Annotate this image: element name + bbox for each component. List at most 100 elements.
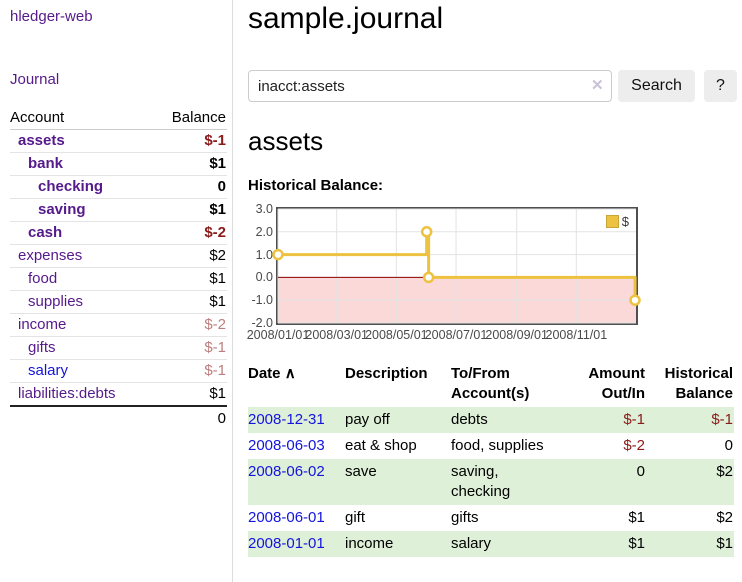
account-balance: $-1 — [152, 129, 227, 153]
accounts-total-value: 0 — [152, 405, 227, 430]
y-tick-label: -1.0 — [251, 293, 273, 308]
transaction-balance: $1 — [651, 531, 734, 557]
description-column-header: Description — [345, 365, 428, 382]
account-row: expenses $2 — [10, 244, 227, 268]
help-button[interactable]: ? — [704, 70, 737, 102]
transaction-balance: $2 — [651, 459, 734, 505]
chart-legend: $ — [603, 213, 631, 230]
transaction-date-link[interactable]: 2008-01-01 — [248, 535, 325, 552]
account-row: supplies $1 — [10, 290, 227, 314]
register-row: 2008-06-02 save saving, checking 0 $2 — [248, 459, 734, 505]
legend-label: $ — [621, 214, 629, 229]
transaction-amount: $1 — [563, 531, 651, 557]
transaction-accounts: food, supplies — [451, 437, 544, 454]
account-row: liabilities:debts $1 — [10, 382, 227, 407]
transaction-accounts: gifts — [451, 509, 479, 526]
transaction-amount: $1 — [628, 509, 645, 526]
account-balance: $1 — [152, 267, 227, 291]
account-row: income $-2 — [10, 313, 227, 337]
account-balance: $1 — [152, 198, 227, 222]
x-tick-label: 2008/07/01 — [424, 328, 488, 342]
transaction-balance: $2 — [716, 509, 733, 526]
account-link-checking[interactable]: checking — [38, 178, 104, 195]
transaction-balance: 0 — [724, 437, 733, 454]
transaction-accounts: salary — [451, 531, 563, 557]
account-balance: $-1 — [152, 359, 227, 383]
account-heading: assets — [248, 126, 324, 156]
account-balance: $1 — [152, 290, 227, 314]
transaction-amount: $-2 — [623, 437, 645, 454]
transaction-amount: $-1 — [563, 407, 651, 433]
page-title: sample.journal — [248, 2, 444, 35]
account-link-expenses[interactable]: expenses — [18, 247, 83, 264]
transaction-description: pay off — [345, 407, 451, 433]
account-link-salary[interactable]: salary — [28, 362, 69, 379]
y-tick-label: 0.0 — [255, 270, 273, 285]
register-row: 2008-12-31 pay off debts $-1 $-1 — [248, 407, 734, 433]
account-column-header: Account — [10, 106, 153, 130]
sort-ascending-icon: ∧ — [284, 365, 296, 382]
transaction-date-link[interactable]: 2008-06-03 — [248, 437, 325, 454]
transaction-date-link[interactable]: 2008-06-02 — [248, 463, 325, 480]
account-balance: $2 — [152, 244, 227, 268]
account-balance-table: Account Balance assets $-1 bank $1 check… — [10, 106, 227, 430]
accounts-column-header: To/From Account(s) — [451, 365, 530, 402]
register-row: 2008-06-01 gift gifts $1 $2 — [248, 505, 734, 531]
account-link-assets[interactable]: assets — [18, 132, 65, 149]
balance-column-header: Balance — [152, 106, 227, 130]
transaction-date-link[interactable]: 2008-12-31 — [248, 411, 325, 428]
transaction-accounts: saving, checking — [451, 459, 563, 505]
x-tick-label: 2008/11/01 — [545, 328, 608, 342]
legend-swatch — [605, 215, 619, 228]
x-tick-label: 2008/09/01 — [485, 328, 548, 342]
account-balance: 0 — [152, 175, 227, 199]
sidebar-item-journal[interactable]: Journal — [10, 71, 60, 88]
search-button[interactable]: Search — [618, 70, 695, 102]
transaction-description: eat & shop — [345, 437, 417, 454]
y-tick-label: 1.0 — [255, 247, 273, 262]
account-balance: $-2 — [152, 313, 227, 337]
transaction-description: save — [345, 459, 451, 505]
register-header-row: Date ∧ Description To/From Account(s) Am… — [248, 361, 734, 407]
account-link-liabilities-debts[interactable]: liabilities:debts — [18, 385, 116, 402]
date-header-label: Date — [248, 365, 281, 382]
transaction-date-link[interactable]: 2008-06-01 — [248, 509, 325, 526]
account-balance: $1 — [152, 152, 227, 176]
chart-plot-area: $ — [272, 207, 641, 325]
date-column-header[interactable]: Date ∧ — [248, 361, 345, 407]
register-row: 2008-06-03 eat & shop food, supplies $-2… — [248, 433, 734, 459]
account-link-saving[interactable]: saving — [38, 201, 86, 218]
account-balance: $-1 — [152, 336, 227, 360]
transaction-description: gift — [345, 509, 366, 526]
account-row: checking 0 — [10, 175, 227, 199]
transaction-balance: $-1 — [651, 407, 734, 433]
chart-y-axis: 3.0 2.0 1.0 0.0 -1.0 -2.0 — [248, 202, 273, 330]
account-row: cash $-2 — [10, 221, 227, 245]
account-link-income[interactable]: income — [18, 316, 67, 333]
account-link-supplies[interactable]: supplies — [28, 293, 84, 310]
x-tick-label: 2008/03/01 — [305, 328, 368, 342]
transaction-amount: 0 — [563, 459, 651, 505]
register-table: Date ∧ Description To/From Account(s) Am… — [248, 361, 734, 557]
amount-column-header: Amount Out/In — [588, 365, 645, 402]
y-tick-label: -2.0 — [251, 316, 273, 330]
account-row: bank $1 — [10, 152, 227, 176]
y-tick-label: 3.0 — [255, 202, 273, 216]
accounts-total-row: 0 — [10, 405, 227, 430]
search-input[interactable] — [248, 70, 612, 102]
clear-search-icon[interactable]: ✕ — [591, 77, 604, 94]
account-balance: $-2 — [152, 221, 227, 245]
account-link-food[interactable]: food — [28, 270, 58, 287]
account-link-cash[interactable]: cash — [28, 224, 63, 241]
register-row: 2008-01-01 income salary $1 $1 — [248, 531, 734, 557]
transaction-description: income — [345, 531, 451, 557]
account-row: food $1 — [10, 267, 227, 291]
app-title-link[interactable]: hledger-web — [10, 8, 93, 25]
historical-balance-chart: 3.0 2.0 1.0 0.0 -1.0 -2.0 $ 2008/01/01 2008/03… — [247, 202, 641, 347]
account-link-gifts[interactable]: gifts — [28, 339, 56, 356]
chart-x-axis: 2008/01/01 2008/03/01 2008/05/01 2008/07/01… — [247, 328, 636, 344]
account-row: gifts $-1 — [10, 336, 227, 360]
balance-column-header: Historical Balance — [664, 365, 733, 402]
account-link-bank[interactable]: bank — [28, 155, 64, 172]
